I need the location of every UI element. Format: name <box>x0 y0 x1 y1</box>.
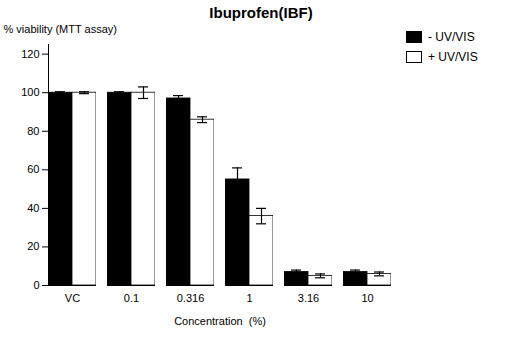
svg-text:80: 80 <box>27 125 39 137</box>
html-text:- UV/VIS: - UV/VIS <box>428 30 475 44</box>
svg-text:3.16: 3.16 <box>298 292 319 304</box>
svg-text:0: 0 <box>33 279 39 291</box>
svg-text:10: 10 <box>361 292 373 304</box>
svg-text:120: 120 <box>21 48 39 60</box>
html-text:+ UV/VIS: + UV/VIS <box>428 50 478 64</box>
html-text:Ibuprofen(IBF): Ibuprofen(IBF) <box>209 4 313 21</box>
svg-text:Concentration (%): Concentration (%) <box>174 315 266 327</box>
svg-text:0.316: 0.316 <box>177 292 205 304</box>
svg-text:% viability (MTT assay): % viability (MTT assay) <box>4 23 117 35</box>
svg-text:0.1: 0.1 <box>124 292 139 304</box>
svg-text:40: 40 <box>27 202 39 214</box>
svg-text:VC: VC <box>65 292 80 304</box>
svg-text:100: 100 <box>21 86 39 98</box>
svg-text:20: 20 <box>27 240 39 252</box>
svg-text:60: 60 <box>27 163 39 175</box>
svg-text:1: 1 <box>246 292 252 304</box>
